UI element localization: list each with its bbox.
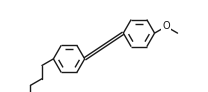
Text: O: O xyxy=(162,22,170,31)
